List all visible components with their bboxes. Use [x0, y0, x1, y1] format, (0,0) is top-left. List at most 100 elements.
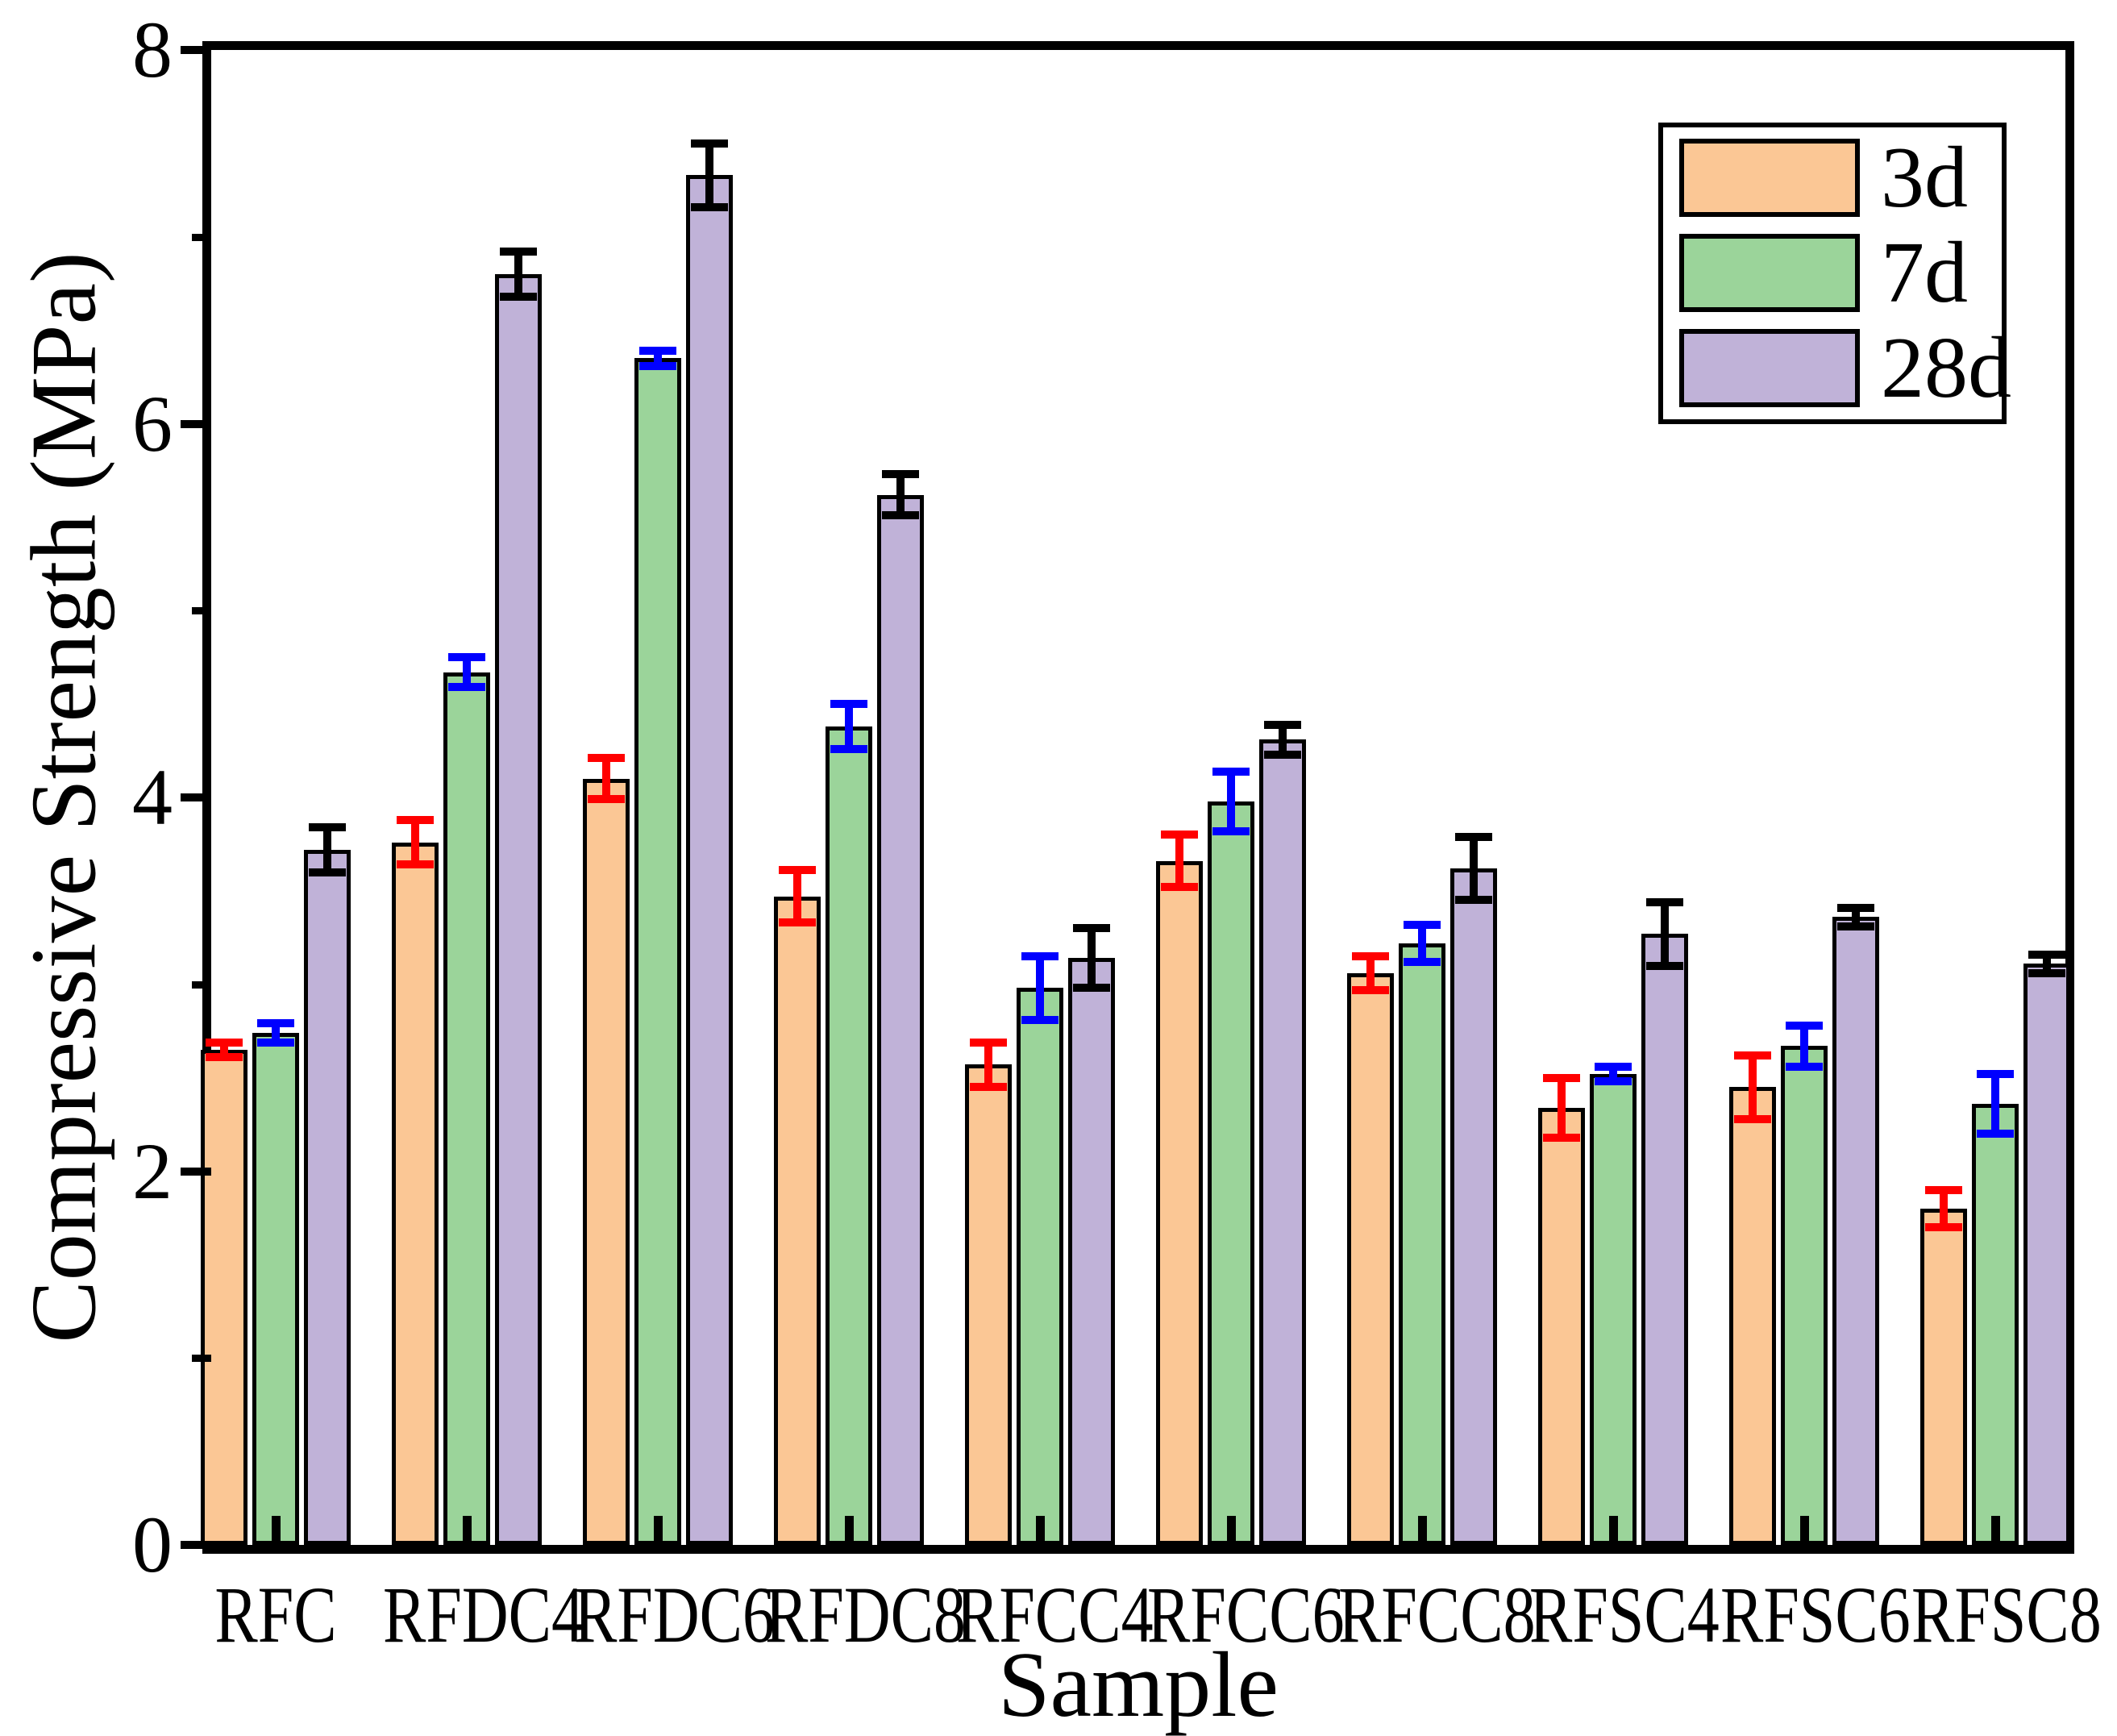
error-bar-RFSC4-7d [1595, 1062, 1632, 1086]
error-bar-whisker [1940, 1189, 1948, 1228]
bar-RFDC6-28d [686, 175, 733, 1545]
error-bar-whisker [1279, 724, 1287, 755]
error-bar-RFSC6-3d [1734, 1051, 1771, 1123]
error-bar-bottom-cap [1352, 985, 1389, 994]
bar-RFC-3d [201, 1049, 247, 1545]
x-axis-tick [1609, 1516, 1618, 1545]
category-label: RFCC4 [956, 1570, 1154, 1659]
error-bar-bottom-cap [1646, 961, 1683, 970]
error-bar-whisker [1609, 1066, 1617, 1082]
error-bar-whisker [1470, 836, 1478, 901]
legend-swatch-28d [1679, 329, 1860, 407]
bar-RFDC6-7d [634, 358, 681, 1545]
category-label: RFCC8 [1338, 1570, 1536, 1659]
error-bar-bottom-cap [639, 361, 676, 370]
y-tick-label: 6 [132, 378, 173, 468]
bar-RFCC4-28d [1068, 958, 1115, 1545]
bar-RFDC4-3d [392, 842, 439, 1545]
y-tick-label: 2 [132, 1126, 173, 1216]
error-bar-RFCC6-3d [1161, 831, 1198, 892]
error-bar-bottom-cap [448, 683, 485, 692]
y-axis-major-tick [181, 1541, 211, 1549]
error-bar-RFDC4-3d [397, 815, 434, 869]
error-bar-bottom-cap [1543, 1133, 1580, 1142]
error-bar-whisker [1227, 771, 1235, 831]
error-bar-whisker [272, 1023, 280, 1043]
error-bar-whisker [1749, 1055, 1757, 1119]
category-label: RFSC8 [1911, 1570, 2102, 1659]
y-axis-major-tick [181, 1167, 211, 1176]
legend-item-3d: 3d [1679, 135, 2002, 222]
error-bar-RFCC8-7d [1404, 920, 1441, 966]
error-bar-whisker [1175, 835, 1183, 888]
error-bar-RFSC6-28d [1837, 903, 1874, 930]
error-bar-RFCC4-28d [1073, 924, 1110, 993]
y-axis-minor-tick [192, 980, 211, 989]
bar-RFSC8-3d [1920, 1208, 1967, 1545]
x-axis-tick [272, 1516, 281, 1545]
error-bar-RFDC4-28d [500, 248, 537, 301]
error-bar-bottom-cap [1925, 1223, 1962, 1232]
bar-RFSC8-7d [1972, 1104, 2019, 1545]
y-tick-label: 8 [132, 5, 173, 94]
error-bar-RFSC8-3d [1925, 1185, 1962, 1232]
x-axis-tick [1036, 1516, 1045, 1545]
error-bar-whisker [514, 252, 522, 297]
legend: 3d 7d 28d [1658, 123, 2011, 424]
error-bar-whisker [984, 1042, 992, 1088]
legend-swatch-3d [1679, 139, 1860, 217]
error-bar-whisker [220, 1042, 228, 1058]
error-bar-bottom-cap [588, 795, 625, 804]
y-tick-label: 0 [132, 1500, 173, 1589]
error-bar-RFSC8-7d [1977, 1069, 2014, 1139]
error-bar-RFDC8-28d [882, 470, 919, 520]
bar-RFCC4-7d [1017, 988, 1063, 1545]
error-bar-RFC-7d [257, 1019, 294, 1047]
error-bar-RFCC8-28d [1455, 832, 1492, 905]
error-bar-whisker [1852, 907, 1860, 926]
category-label: RFSC4 [1529, 1570, 1720, 1659]
y-tick-label: 4 [132, 752, 173, 842]
error-bar-bottom-cap [970, 1083, 1007, 1092]
error-bar-bottom-cap [882, 511, 919, 520]
error-bar-bottom-cap [397, 860, 434, 869]
y-axis-major-tick [181, 46, 211, 54]
error-bar-RFC-28d [309, 823, 346, 876]
category-label: RFDC6 [574, 1570, 775, 1659]
error-bar-bottom-cap [1977, 1130, 2014, 1139]
legend-item-label: 28d [1881, 320, 2011, 416]
bar-RFCC8-28d [1450, 868, 1497, 1545]
bar-RFCC6-3d [1156, 860, 1203, 1545]
error-bar-RFDC6-28d [691, 139, 728, 211]
bar-RFDC4-7d [443, 672, 490, 1545]
error-bar-whisker [323, 827, 331, 872]
error-bar-bottom-cap [1161, 883, 1198, 892]
error-bar-RFSC8-28d [2028, 950, 2065, 977]
error-bar-whisker [1088, 928, 1096, 989]
bar-RFCC8-3d [1347, 972, 1394, 1545]
error-bar-whisker [602, 758, 610, 800]
error-bar-bottom-cap [1837, 922, 1874, 930]
x-axis-tick [463, 1516, 472, 1545]
legend-swatch-7d [1679, 234, 1860, 312]
x-axis-tick [1991, 1516, 2000, 1545]
y-axis-major-tick [181, 793, 211, 801]
error-bar-bottom-cap [500, 292, 537, 301]
bar-RFCC8-7d [1399, 943, 1445, 1545]
error-bar-whisker [1558, 1077, 1566, 1138]
error-bar-bottom-cap [779, 918, 816, 927]
error-bar-bottom-cap [257, 1038, 294, 1047]
error-bar-whisker [793, 870, 801, 923]
error-bar-RFCC6-28d [1264, 720, 1301, 759]
error-bar-RFSC6-7d [1786, 1021, 1823, 1071]
error-bar-bottom-cap [1021, 1015, 1058, 1024]
bar-RFSC8-28d [2023, 964, 2070, 1545]
y-axis-minor-tick [192, 1355, 211, 1363]
error-bar-whisker [654, 351, 662, 366]
legend-item-7d: 7d [1679, 230, 2002, 317]
bar-RFC-7d [252, 1033, 299, 1545]
error-bar-bottom-cap [309, 868, 346, 876]
error-bar-bottom-cap [1595, 1077, 1632, 1086]
error-bar-bottom-cap [830, 744, 867, 753]
